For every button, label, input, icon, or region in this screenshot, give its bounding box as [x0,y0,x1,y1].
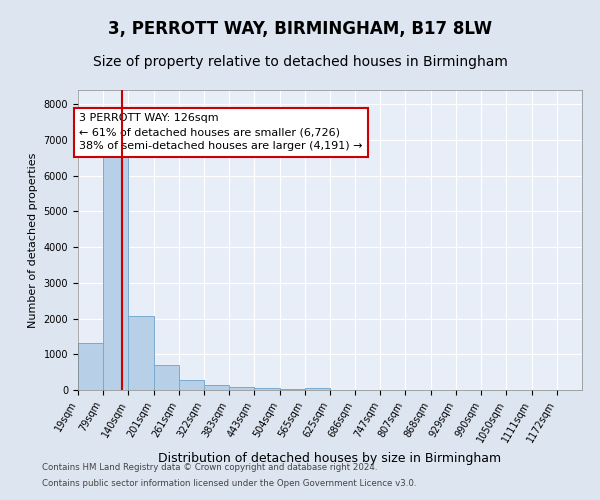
Bar [78,343,103,390]
Text: 3, PERROTT WAY, BIRMINGHAM, B17 8LW: 3, PERROTT WAY, BIRMINGHAM, B17 8LW [108,20,492,38]
Bar [280,388,305,390]
Bar [154,366,179,390]
Bar [229,387,254,390]
X-axis label: Distribution of detached houses by size in Birmingham: Distribution of detached houses by size … [158,452,502,466]
Y-axis label: Number of detached properties: Number of detached properties [28,152,38,328]
Text: 3 PERROTT WAY: 126sqm
← 61% of detached houses are smaller (6,726)
38% of semi-d: 3 PERROTT WAY: 126sqm ← 61% of detached … [79,113,363,151]
Bar [204,386,229,390]
Text: Contains HM Land Registry data © Crown copyright and database right 2024.: Contains HM Land Registry data © Crown c… [42,464,377,472]
Bar [254,388,280,390]
Bar [103,152,128,390]
Text: Contains public sector information licensed under the Open Government Licence v3: Contains public sector information licen… [42,478,416,488]
Bar [305,388,330,390]
Text: Size of property relative to detached houses in Birmingham: Size of property relative to detached ho… [92,55,508,69]
Bar [128,316,154,390]
Bar [179,380,204,390]
